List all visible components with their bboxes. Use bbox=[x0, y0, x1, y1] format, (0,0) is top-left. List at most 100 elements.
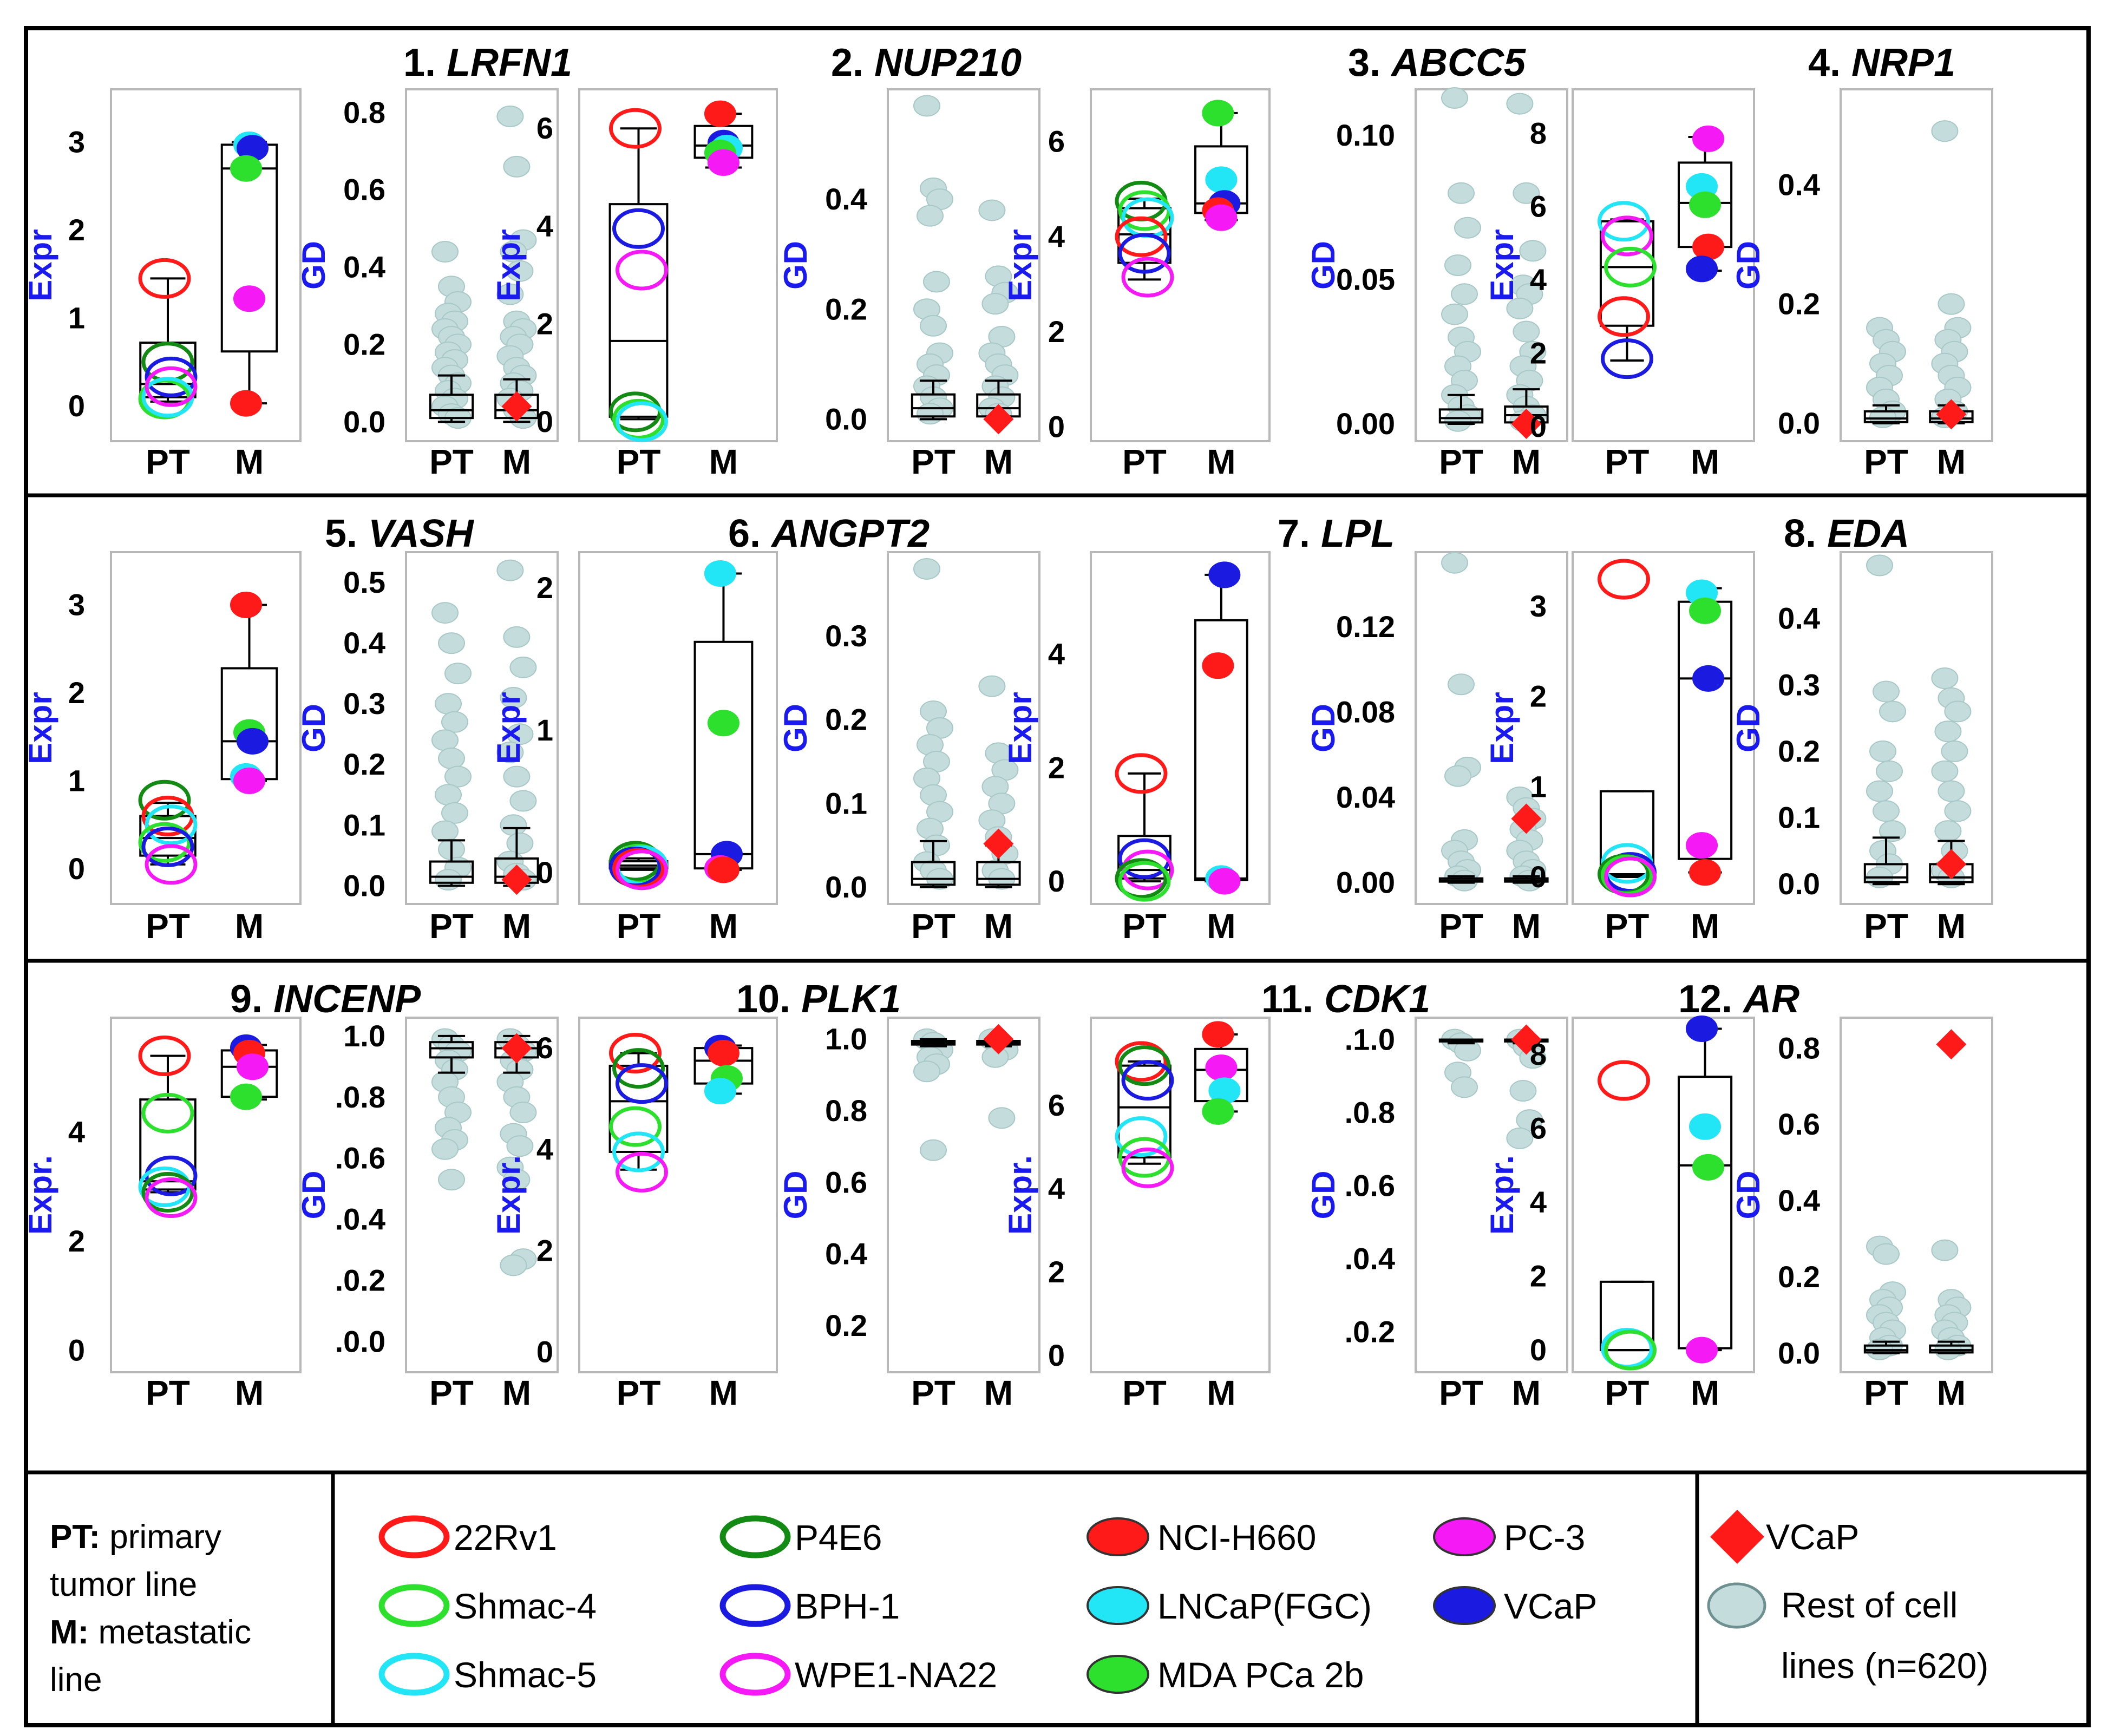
panel-4-point-vcap bbox=[1686, 256, 1718, 283]
panel-9-point-p4e6 bbox=[141, 1171, 194, 1213]
panel-2-gd-ytick-label: 0.0 bbox=[825, 402, 867, 436]
panel-1-expr-ytick-label: 1 bbox=[68, 301, 85, 335]
panel-5-expr-ytick-label: 3 bbox=[68, 588, 85, 622]
panel-5-title-gene: VASH bbox=[368, 512, 475, 555]
panel-2-title-number: 2. bbox=[831, 41, 874, 84]
panel-3-gd-xlabel-pt: PT bbox=[1439, 442, 1483, 481]
panel-3-gd-ytick-label: 0.10 bbox=[1336, 118, 1395, 152]
panel-11-gd-vcap-diamond bbox=[1511, 1024, 1542, 1055]
panel-9-expr-xlabel-pt: PT bbox=[146, 1373, 190, 1412]
panel-7-gd-vcap-diamond bbox=[1511, 803, 1542, 834]
panel-12-title-gene: AR bbox=[1742, 978, 1799, 1021]
panel-2-expr-ylabel: Expr bbox=[490, 229, 527, 301]
panel-8-gd-rest-point bbox=[1934, 720, 1962, 743]
panel-2-title: 2. NUP210 bbox=[831, 41, 1022, 84]
panel-8-gd-xlabel-pt: PT bbox=[1864, 907, 1908, 946]
panel-6-expr-plot: 0 1 2 Expr PT M bbox=[490, 551, 778, 946]
panel-2-expr-ytick-label: 0 bbox=[536, 404, 553, 438]
panel-10-title: 10. PLK1 bbox=[736, 978, 901, 1021]
panel-11-expr-plot-box bbox=[1090, 1017, 1271, 1373]
panel-11-gd-ytick-label: .1.0 bbox=[1345, 1023, 1395, 1057]
panel-5-gd-ytick-label: 0.4 bbox=[343, 626, 385, 660]
panel-2-gd-ylabel: GD bbox=[777, 241, 814, 290]
panel-3-gd-rest-point bbox=[1444, 410, 1471, 432]
panel-12-expr-ytick-label: 0 bbox=[1530, 1333, 1547, 1367]
panel-ar: 12. AR 0 2 4 6 8 Expr. PT M 0.0 0.2 0.4 0.6 0.8 GD PT M bbox=[1484, 978, 1993, 1412]
legend-shmac-5-label: Shmac-5 bbox=[454, 1655, 597, 1695]
panel-3-expr-ytick-label: 4 bbox=[1048, 219, 1065, 253]
panel-5-gd-ytick-label: 0.5 bbox=[343, 565, 385, 599]
panel-1-gd-ytick-label: 0.6 bbox=[343, 173, 385, 207]
panel-12-point-shmac-4 bbox=[1604, 1329, 1657, 1371]
panel-9-gd-rest-point bbox=[500, 1254, 527, 1276]
legend-definitions: PT: primary tumor line M: metastatic lin… bbox=[50, 1518, 251, 1699]
panel-12-gd-rest-point bbox=[1931, 1239, 1959, 1261]
panel-4-gd-pt-box bbox=[1863, 410, 1909, 423]
panel-1-title-number: 1. bbox=[403, 41, 447, 84]
panel-4-point-nci-h660 bbox=[1692, 233, 1725, 260]
panel-5-gd-rest-point bbox=[500, 686, 527, 709]
panel-9-gd-ylabel: GD bbox=[296, 1171, 332, 1220]
panel-7-point-nci-h660 bbox=[1202, 652, 1234, 679]
panel-3-gd-rest-point bbox=[1519, 240, 1547, 262]
panel-3-gd-rest-point bbox=[1441, 87, 1468, 109]
panel-3-gd-rest-point bbox=[1506, 297, 1534, 319]
panel-1-expr-xlabel-pt: PT bbox=[146, 442, 190, 481]
panel-10-point-shmac-4 bbox=[609, 1106, 662, 1147]
panel-12-gd-ylabel: GD bbox=[1730, 1171, 1766, 1220]
panel-nup210: 2. NUP210 0 2 4 6 Expr PT M 0.0 0.2 0.4 GD PT M bbox=[490, 41, 1040, 481]
panel-abcc5: 3. ABCC5 0 2 4 6 Expr PT M 0.00 0.05 0.10 GD PT M bbox=[1002, 41, 1568, 481]
panel-6-expr-ytick-label: 2 bbox=[536, 571, 553, 605]
panel-5-gd-rest-point bbox=[438, 748, 465, 770]
panel-3-point-bph-1 bbox=[1118, 233, 1171, 274]
panel-4-title: 4. NRP1 bbox=[1808, 41, 1955, 84]
panel-12-gd-m-box bbox=[1929, 1344, 1974, 1354]
panel-11-expr-plot: 0 2 4 6 Expr. PT M bbox=[1002, 1017, 1271, 1412]
panel-6-gd-xlabel-pt: PT bbox=[911, 907, 955, 946]
panel-10-point-shmac-5 bbox=[612, 1131, 665, 1172]
panel-9-point-mda-pca-2b bbox=[230, 1083, 262, 1110]
legend-nci-h660-icon bbox=[1087, 1517, 1149, 1556]
panel-5-gd-pt-box bbox=[429, 860, 474, 884]
panel-9-gd-rest-point bbox=[438, 1169, 465, 1191]
panel-8-gd-ytick-label: 0.1 bbox=[1778, 801, 1820, 835]
panel-10-gd-xlabel-m: M bbox=[984, 1373, 1013, 1412]
panel-11-gd-ytick-label: .0.2 bbox=[1345, 1315, 1395, 1349]
legend-cell-lines: 22Rv1 Shmac-4 Shmac-5 P4E6 BPH-1 WPE1-NA22 NCI… bbox=[378, 1515, 1597, 1696]
panel-12-gd-xlabel-m: M bbox=[1937, 1373, 1966, 1412]
panel-10-gd-rest-point bbox=[920, 1139, 947, 1161]
panel-5-gd-vcap-diamond bbox=[501, 864, 532, 895]
panel-11-gd-plot: .0.2 .0.4 .0.6 .0.8 .1.0 GD PT M bbox=[1305, 1017, 1568, 1412]
panel-7-gd-ytick-label: 0.12 bbox=[1336, 610, 1395, 644]
panel-8-gd-plot: 0.0 0.1 0.2 0.3 0.4 GD PT M bbox=[1730, 551, 1993, 946]
panel-1-gd-plot-box bbox=[405, 88, 559, 442]
panel-1-expr-xlabel-m: M bbox=[235, 442, 264, 481]
panel-2-expr-ytick-label: 4 bbox=[536, 209, 553, 243]
panel-6-gd-m-box bbox=[976, 861, 1021, 886]
panel-7-expr-plot-box bbox=[1090, 551, 1271, 905]
panel-3-title: 3. ABCC5 bbox=[1348, 41, 1526, 84]
panel-5-expr-xlabel-m: M bbox=[235, 907, 264, 946]
panel-8-gd-rest-point bbox=[1866, 554, 1893, 577]
panel-1-title-gene: LRFN1 bbox=[447, 41, 572, 84]
panel-6-expr-xlabel-m: M bbox=[709, 907, 738, 946]
panel-3-gd-rest-point bbox=[1441, 303, 1468, 325]
panel-5-gd-rest-point bbox=[431, 729, 459, 751]
panel-4-point-22rv1 bbox=[1598, 296, 1650, 337]
panel-7-title: 7. LPL bbox=[1278, 512, 1395, 555]
panel-4-gd-ylabel: GD bbox=[1730, 241, 1766, 290]
panel-5-title-number: 5. bbox=[325, 512, 368, 555]
panel-12-gd-ytick-label: 0.6 bbox=[1778, 1107, 1820, 1141]
panel-5-gd-ytick-label: 0.1 bbox=[343, 808, 385, 842]
panel-4-expr-plot-box bbox=[1572, 88, 1755, 442]
panel-8-gd-plot-box bbox=[1840, 551, 1993, 905]
panel-4-expr-ytick-label: 8 bbox=[1530, 116, 1547, 150]
panel-6-expr-xlabel-pt: PT bbox=[617, 907, 661, 946]
panel-10-gd-ytick-label: 0.2 bbox=[825, 1308, 867, 1342]
panel-12-expr-ylabel: Expr. bbox=[1484, 1155, 1520, 1235]
panel-8-expr-ytick-label: 3 bbox=[1530, 589, 1547, 623]
panel-3-gd-ylabel: GD bbox=[1305, 241, 1341, 290]
legend-symbols: VCaP Rest of cell lines (n=620) bbox=[1707, 1510, 1988, 1686]
panel-4-expr-ylabel: Expr bbox=[1484, 229, 1520, 301]
panel-4-expr-ytick-label: 4 bbox=[1530, 263, 1547, 297]
